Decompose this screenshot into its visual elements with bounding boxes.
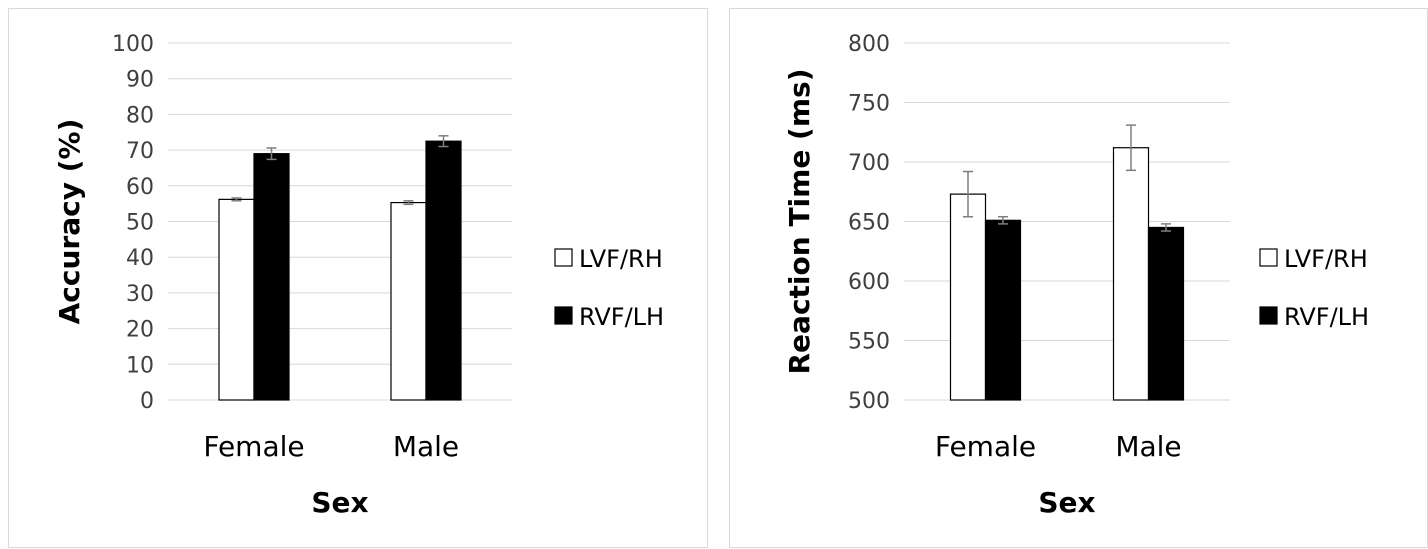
- y-tick-label: 90: [126, 68, 154, 93]
- y-tick-label: 50: [126, 211, 154, 236]
- y-axis-title: Accuracy (%): [53, 119, 86, 325]
- y-tick-label: 800: [848, 32, 890, 57]
- legend-swatch-lvf-rh: [1259, 248, 1278, 267]
- bar-rvf-lh: [425, 140, 462, 401]
- y-tick-label: 10: [126, 353, 154, 378]
- y-tick-label: 20: [126, 318, 154, 343]
- bar-lvf-rh: [949, 193, 987, 401]
- x-axis-title: Sex: [311, 486, 368, 519]
- x-category-label: Male: [1115, 430, 1181, 463]
- x-category-label: Female: [203, 430, 304, 463]
- legend-label: RVF/LH: [579, 303, 664, 331]
- x-category-label: Female: [935, 430, 1036, 463]
- y-tick-label: 650: [848, 211, 890, 236]
- y-tick-label: 100: [112, 32, 154, 57]
- y-tick-label: 0: [140, 389, 154, 414]
- y-tick-label: 60: [126, 175, 154, 200]
- legend-swatch-rvf-lh: [554, 306, 573, 325]
- y-tick-label: 80: [126, 103, 154, 128]
- legend-label: RVF/LH: [1284, 303, 1369, 331]
- y-tick-label: 40: [126, 246, 154, 271]
- legend-swatch-lvf-rh: [554, 248, 573, 267]
- y-tick-label: 750: [848, 92, 890, 117]
- y-tick-label: 500: [848, 389, 890, 414]
- accuracy-chart: 0 10 20 30 40 50 60 70 80 90 100 Female Male Accuracy…: [8, 8, 708, 548]
- y-tick-label: 30: [126, 282, 154, 307]
- x-axis-title: Sex: [1038, 486, 1095, 519]
- bar-rvf-lh: [984, 219, 1022, 401]
- bar-lvf-rh: [1112, 147, 1150, 401]
- legend-label: LVF/RH: [579, 245, 663, 273]
- y-tick-label: 550: [848, 330, 890, 355]
- y-tick-label: 700: [848, 151, 890, 176]
- y-tick-label: 600: [848, 270, 890, 295]
- y-tick-label: 70: [126, 139, 154, 164]
- bar-lvf-rh: [390, 201, 427, 401]
- accuracy-chart-svg: 0 10 20 30 40 50 60 70 80 90 100 Female Male Accuracy…: [53, 32, 664, 519]
- y-axis-title: Reaction Time (ms): [783, 69, 816, 375]
- bar-rvf-lh: [1147, 226, 1185, 401]
- bar-rvf-lh: [253, 153, 290, 401]
- bar-lvf-rh: [218, 198, 255, 401]
- reaction-time-chart-svg: 500 550 600 650 700 750 800 Female Male Reaction …: [783, 32, 1369, 519]
- legend-label: LVF/RH: [1284, 245, 1368, 273]
- x-category-label: Male: [393, 430, 459, 463]
- legend-swatch-rvf-lh: [1259, 306, 1278, 325]
- reaction-time-chart: 500 550 600 650 700 750 800 Female Male Reaction …: [729, 8, 1428, 548]
